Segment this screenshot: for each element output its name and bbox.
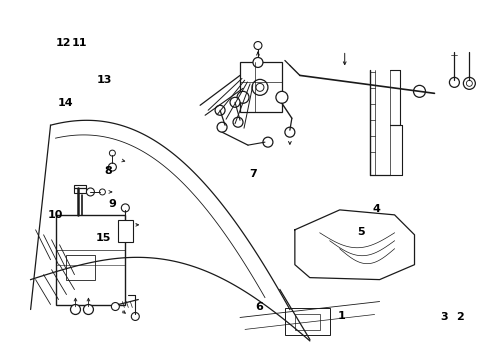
- Circle shape: [229, 97, 240, 107]
- Circle shape: [251, 80, 267, 95]
- Text: 2: 2: [455, 312, 463, 322]
- Text: 9: 9: [108, 199, 116, 209]
- Circle shape: [86, 188, 94, 196]
- Circle shape: [217, 122, 226, 132]
- Circle shape: [83, 305, 93, 315]
- Circle shape: [285, 127, 294, 137]
- Circle shape: [131, 312, 139, 320]
- Text: 11: 11: [72, 38, 87, 48]
- Bar: [285, 307, 329, 336]
- Text: 14: 14: [57, 98, 73, 108]
- Circle shape: [466, 80, 471, 86]
- Bar: [294, 315, 319, 330]
- Text: 3: 3: [440, 312, 447, 322]
- Bar: [65, 255, 95, 280]
- Circle shape: [413, 85, 425, 97]
- Bar: [118, 220, 133, 242]
- Text: 10: 10: [47, 210, 63, 220]
- Text: 6: 6: [255, 302, 263, 312]
- Circle shape: [233, 117, 243, 127]
- Circle shape: [215, 105, 224, 115]
- Text: 4: 4: [371, 204, 379, 215]
- Circle shape: [253, 41, 262, 50]
- Circle shape: [108, 163, 116, 171]
- Bar: [56, 215, 125, 305]
- Circle shape: [70, 305, 81, 315]
- Circle shape: [255, 84, 264, 91]
- Text: 12: 12: [55, 38, 71, 48]
- Text: 13: 13: [96, 75, 112, 85]
- Text: 15: 15: [95, 233, 111, 243]
- Bar: [74, 185, 86, 193]
- Circle shape: [252, 58, 263, 67]
- Circle shape: [237, 91, 248, 103]
- Text: 1: 1: [338, 311, 345, 321]
- Bar: [240, 62, 281, 112]
- Circle shape: [448, 77, 458, 87]
- Circle shape: [99, 189, 105, 195]
- Circle shape: [275, 91, 287, 103]
- Circle shape: [111, 302, 119, 310]
- Text: 8: 8: [104, 166, 112, 176]
- Circle shape: [463, 77, 474, 89]
- Circle shape: [121, 204, 129, 212]
- Text: 5: 5: [356, 227, 364, 237]
- Circle shape: [109, 150, 115, 156]
- Circle shape: [263, 137, 272, 147]
- Text: 7: 7: [249, 168, 257, 179]
